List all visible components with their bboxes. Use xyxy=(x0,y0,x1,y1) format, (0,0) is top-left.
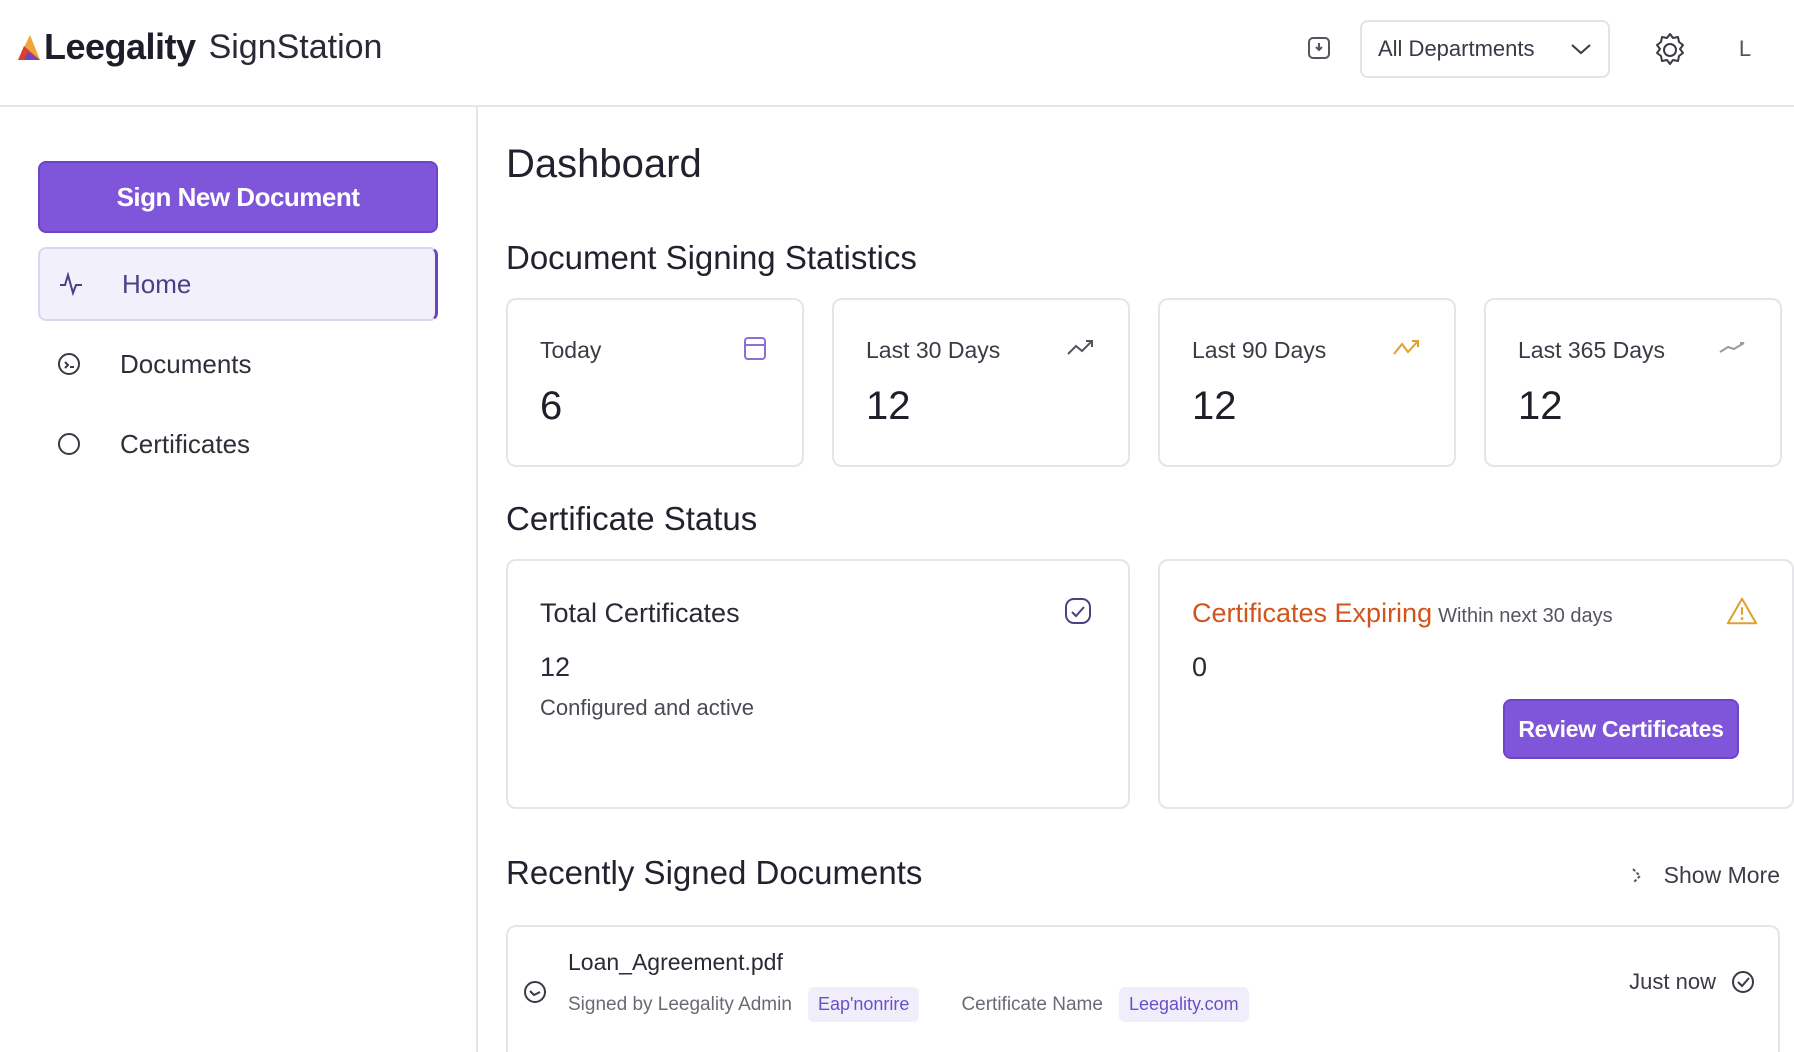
sidebar-item-certificates[interactable]: Certificates xyxy=(38,407,438,481)
sidebar-item-documents[interactable]: Documents xyxy=(38,327,438,401)
certificate-name-label: Certificate Name xyxy=(961,993,1103,1015)
warning-icon xyxy=(1726,595,1758,627)
circle-icon xyxy=(54,429,84,459)
page-title: Dashboard xyxy=(506,142,702,186)
gear-icon xyxy=(1656,33,1684,65)
stat-card-90-days: Last 90 Days 12 xyxy=(1158,298,1456,467)
trend-up-icon xyxy=(1066,334,1096,362)
trend-up-icon xyxy=(1718,334,1748,362)
stat-value: 6 xyxy=(540,384,563,428)
signed-document-icon xyxy=(524,981,546,1003)
sidebar-item-home[interactable]: Home xyxy=(38,247,438,321)
stat-card-30-days: Last 30 Days 12 xyxy=(832,298,1130,467)
review-certificates-button[interactable]: Review Certificates xyxy=(1503,699,1739,759)
document-circle-icon xyxy=(54,349,84,379)
show-more-label: Show More xyxy=(1663,862,1780,888)
recent-documents-title: Recently Signed Documents xyxy=(506,854,923,891)
brand-name: Leegality xyxy=(44,26,196,67)
show-more-link[interactable]: Show More xyxy=(1628,862,1780,889)
sidebar-item-label: Certificates xyxy=(120,428,251,459)
trend-up-icon xyxy=(1392,334,1422,362)
expiring-certificates-card: Certificates Expiring Within next 30 days… xyxy=(1158,559,1794,809)
inbox-icon xyxy=(1308,37,1330,59)
stat-value: 12 xyxy=(1192,384,1237,428)
total-certificates-label: Total Certificates xyxy=(540,598,740,628)
sign-new-document-button[interactable]: Sign New Document xyxy=(38,161,438,233)
signing-stats-title: Document Signing Statistics xyxy=(506,239,917,276)
stat-label: Last 365 Days xyxy=(1518,337,1666,363)
stat-label: Today xyxy=(540,337,602,363)
document-name[interactable]: Loan_Agreement.pdf xyxy=(568,949,783,975)
stat-value: 12 xyxy=(1518,384,1563,428)
document-time: Just now xyxy=(1629,969,1756,995)
stat-value: 12 xyxy=(866,384,911,428)
table-row[interactable]: Loan_Agreement.pdf Signed by Leegality A… xyxy=(506,925,1780,1052)
expiring-certificates-label: Certificates Expiring xyxy=(1192,598,1433,628)
expiring-certificates-value: 0 xyxy=(1192,652,1208,682)
avatar[interactable]: L xyxy=(1738,36,1752,61)
settings-button[interactable] xyxy=(1648,28,1692,72)
total-certificates-subtitle: Configured and active xyxy=(540,695,755,720)
chevron-right-icon xyxy=(1628,865,1650,887)
stat-card-365-days: Last 365 Days 12 xyxy=(1484,298,1782,467)
sidebar-item-label: Home xyxy=(122,268,192,299)
sidebar: Sign New Document Home Documents Certifi… xyxy=(0,107,478,1052)
app-logo[interactable]: Leegality SignStation xyxy=(16,26,382,68)
sidebar-item-label: Documents xyxy=(120,348,252,379)
stat-card-today: Today 6 xyxy=(506,298,804,467)
main-content: Dashboard Document Signing Statistics To… xyxy=(478,107,1794,1052)
check-circle-icon xyxy=(1732,971,1754,993)
activity-icon xyxy=(56,269,86,299)
expiring-certificates-heading: Certificates Expiring Within next 30 days xyxy=(1192,598,1613,629)
certificate-status-title: Certificate Status xyxy=(506,500,758,537)
certificate-tag: Leegality.com xyxy=(1118,987,1249,1022)
total-certificates-value: 12 xyxy=(540,652,571,682)
chevron-down-icon xyxy=(1571,44,1591,55)
logo-icon xyxy=(18,35,40,60)
stat-label: Last 90 Days xyxy=(1192,337,1327,363)
product-name: SignStation xyxy=(208,27,383,66)
calendar-icon xyxy=(740,334,770,362)
signer-tag: Eap'nonrire xyxy=(807,987,920,1022)
expiring-certificates-sublabel: Within next 30 days xyxy=(1438,605,1613,627)
department-select-value: All Departments xyxy=(1378,36,1535,61)
document-time-label: Just now xyxy=(1629,969,1716,994)
top-header: Leegality SignStation All Departments L xyxy=(0,0,1794,107)
document-meta: Signed by Leegality Admin Eap'nonrire Ce… xyxy=(568,987,1249,1022)
badge-check-icon xyxy=(1062,595,1094,627)
notifications-button[interactable] xyxy=(1304,33,1334,63)
signed-by-label: Signed by Leegality Admin xyxy=(568,993,792,1015)
department-select[interactable]: All Departments xyxy=(1360,20,1610,78)
total-certificates-card: Total Certificates 12 Configured and act… xyxy=(506,559,1130,809)
stat-label: Last 30 Days xyxy=(866,337,1001,363)
